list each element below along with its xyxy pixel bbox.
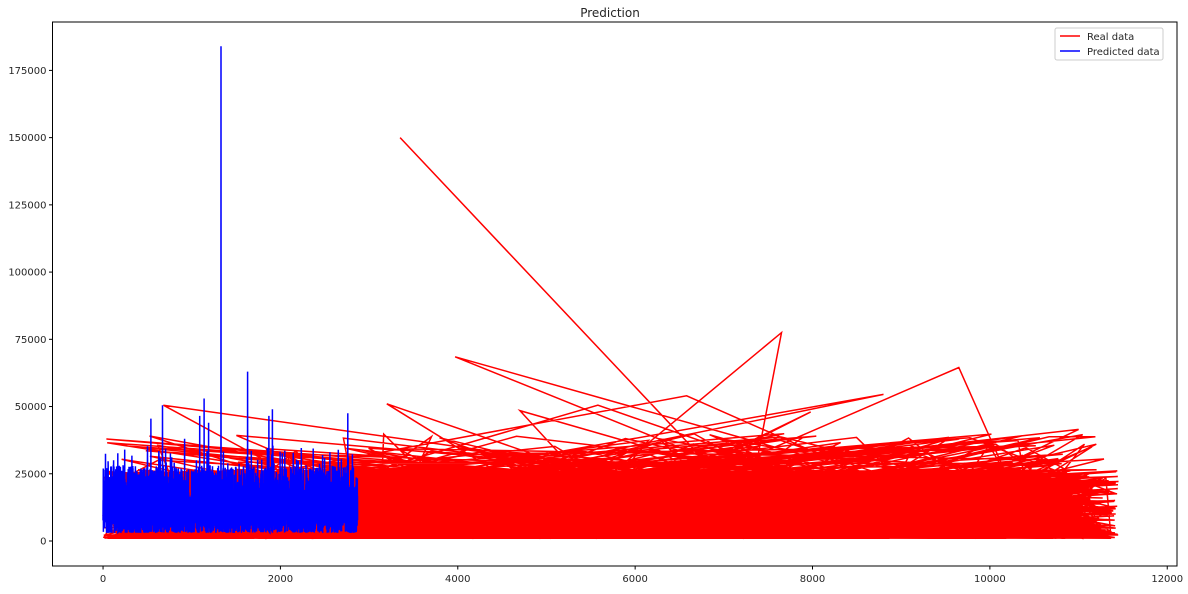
x-tick-label: 8000: [800, 574, 825, 585]
y-tick-label: 0: [40, 536, 46, 547]
x-tick-label: 2000: [268, 574, 293, 585]
chart-title: Prediction: [580, 6, 640, 20]
y-tick-label: 25000: [15, 469, 47, 480]
y-tick-label: 50000: [15, 402, 47, 413]
x-tick-label: 4000: [445, 574, 470, 585]
x-tick-label: 6000: [622, 574, 647, 585]
x-tick-label: 0: [100, 574, 106, 585]
legend-box: [1054, 27, 1164, 61]
x-tick-label: 10000: [974, 574, 1006, 585]
x-tick-label: 12000: [1151, 574, 1183, 585]
y-tick-label: 175000: [8, 66, 46, 77]
legend-label-predicted: Predicted data: [1087, 47, 1160, 58]
series-line-predicted-data: [102, 46, 359, 535]
series-line-real-data: [101, 137, 1119, 540]
legend-label-real: Real data: [1087, 32, 1134, 43]
y-tick-label: 150000: [8, 133, 46, 144]
y-tick-label: 100000: [8, 268, 46, 279]
y-tick-label: 75000: [15, 335, 47, 346]
legend: Real data Predicted data: [1054, 27, 1164, 61]
y-tick-label: 125000: [8, 200, 46, 211]
axes-frame: [52, 21, 1178, 567]
